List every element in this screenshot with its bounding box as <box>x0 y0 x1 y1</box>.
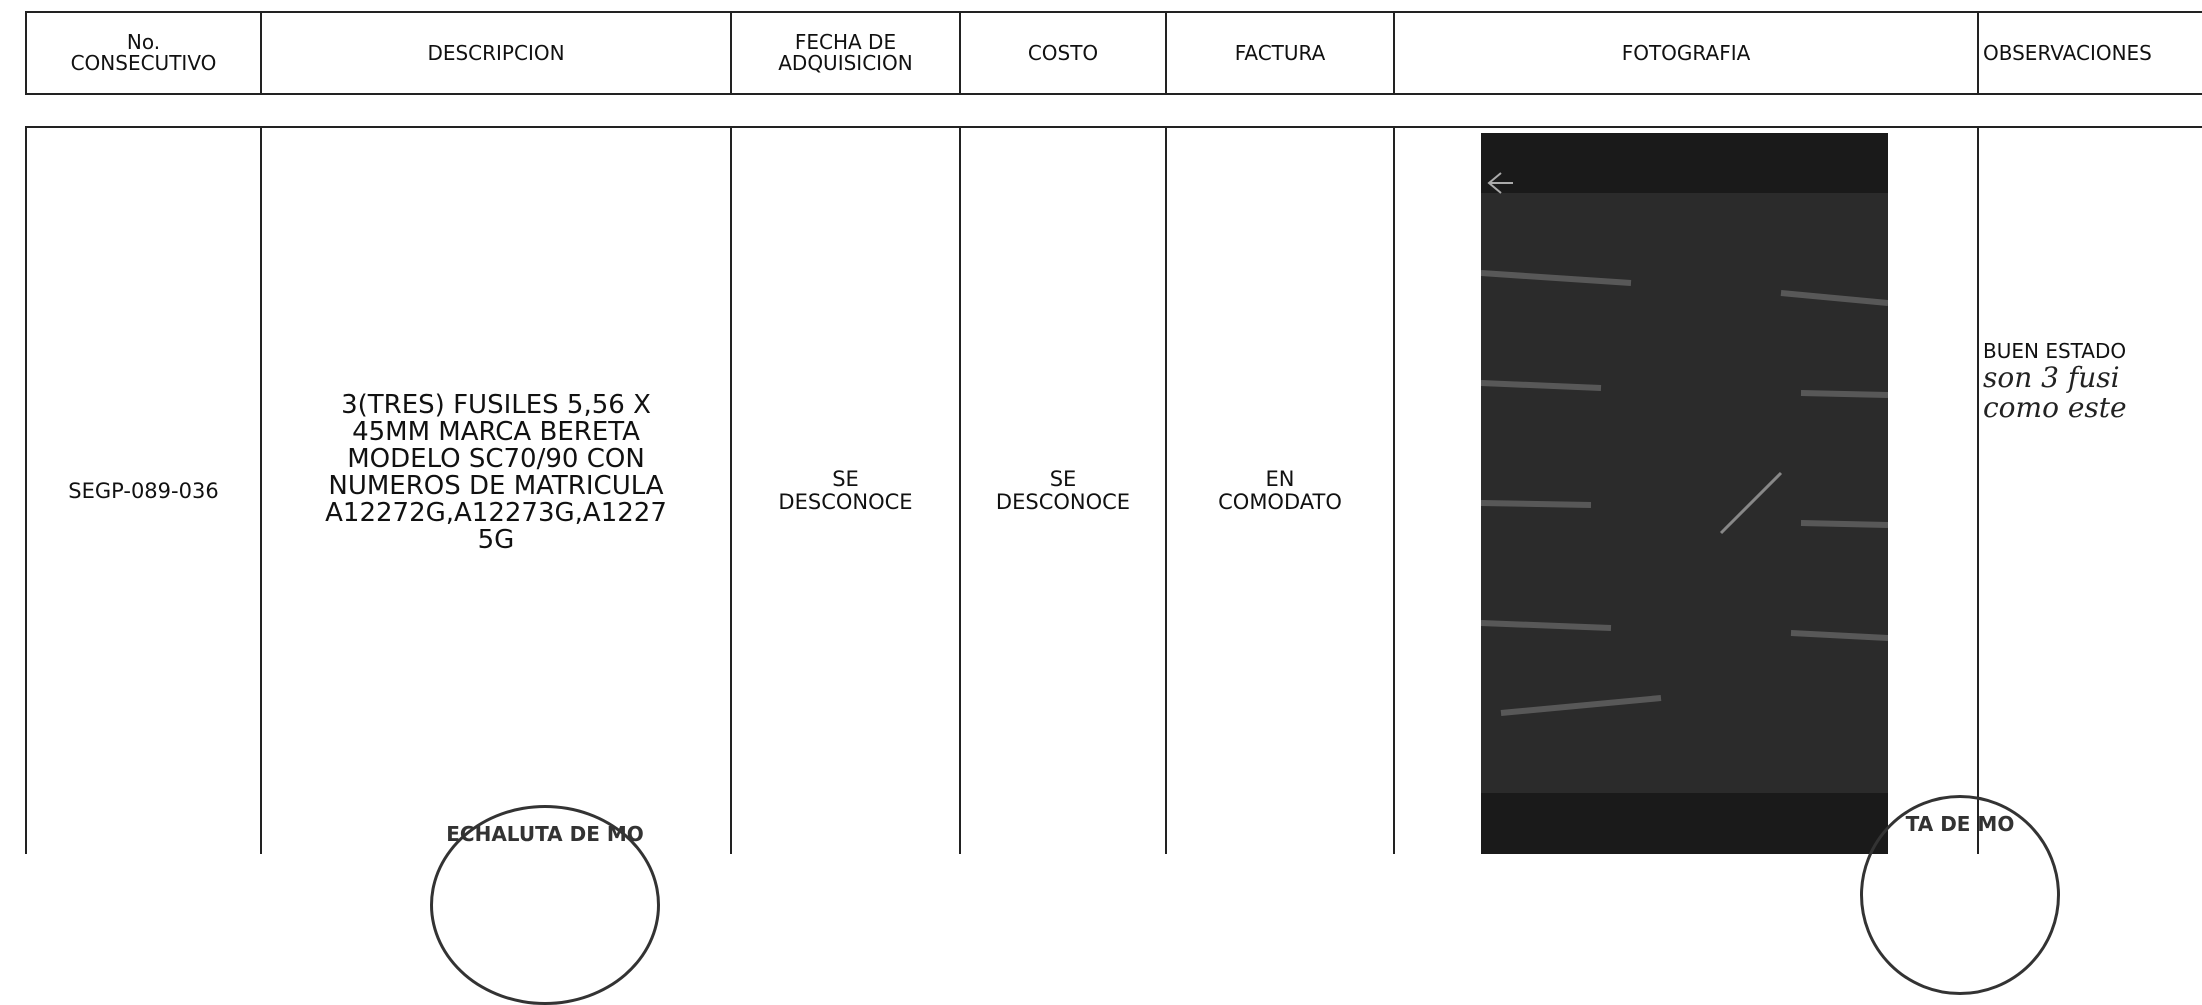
handwriting: son 3 fusi <box>1983 361 2120 394</box>
header-cell: No. CONSECUTIVO <box>70 30 217 75</box>
header-cell: OBSERVACIONES <box>1983 40 2152 65</box>
rule <box>25 126 2202 128</box>
stamp-text: TA DE MO <box>1905 812 2015 836</box>
rule <box>1165 11 1167 854</box>
page: {"table":{"header":["No.\nCONSECUTIVO","… <box>25 11 2202 1005</box>
cell: EN COMODATO <box>1218 467 1342 514</box>
header-cell: COSTO <box>1027 40 1099 65</box>
observations-cell: BUEN ESTADO son 3 fusi como este <box>1983 340 2202 480</box>
gap <box>25 95 2202 126</box>
rule <box>1393 11 1395 854</box>
stamp: TA DE MO <box>1860 795 2060 995</box>
rule <box>730 11 732 854</box>
cell: SE DESCONOCE <box>995 467 1131 514</box>
header-cell: FACTURA <box>1234 40 1326 65</box>
description-cell: 3(TRES) FUSILES 5,56 X 45MM MARCA BERETA… <box>262 110 730 836</box>
cell: SE DESCONOCE <box>778 467 913 514</box>
line: 45MM MARCA BERETA <box>352 417 640 447</box>
photograph <box>1481 133 1888 854</box>
cell: SEGP-089-036 <box>68 478 219 503</box>
stamp: ECHALUTA DE MO <box>430 805 660 1005</box>
rule <box>260 11 262 854</box>
line: MODELO SC70/90 CON <box>347 444 645 474</box>
rule <box>959 11 961 854</box>
line: NUMEROS DE MATRICULA <box>328 471 664 501</box>
line: A12272G,A12273G,A1227 <box>325 498 667 528</box>
observation: BUEN ESTADO <box>1983 340 2127 363</box>
rule <box>25 11 27 854</box>
header-cell: FECHA DE ADQUISICION <box>778 30 913 75</box>
line: 5G <box>477 525 515 555</box>
rule <box>25 93 2202 95</box>
line: 3(TRES) FUSILES 5,56 X <box>341 390 651 420</box>
header-cell: FOTOGRAFIA <box>1621 40 1751 65</box>
header-cell: DESCRIPCION <box>427 40 565 65</box>
rule <box>25 11 2202 13</box>
stamp-text: ECHALUTA DE MO <box>446 822 644 846</box>
handwriting: como este <box>1983 391 2127 424</box>
rule <box>1977 11 1979 854</box>
